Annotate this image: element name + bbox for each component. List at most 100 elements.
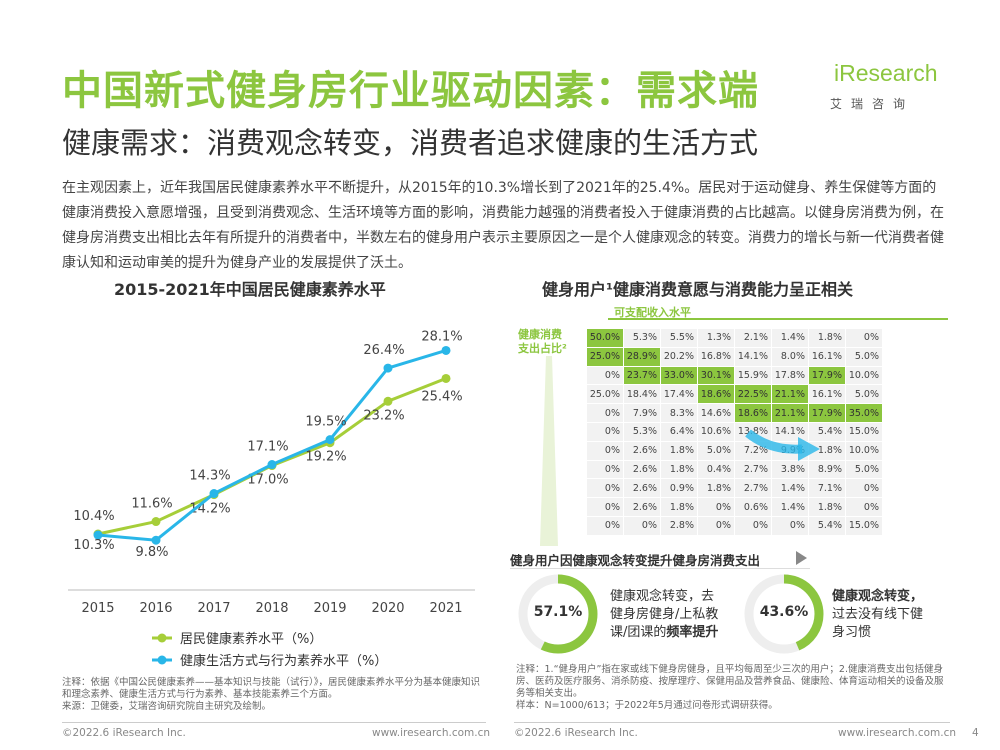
- left-copyright: ©2022.6 iResearch Inc.: [62, 727, 186, 739]
- matrix-y-label-line-1: 健康消费: [518, 328, 562, 341]
- x-axis-line: [608, 318, 948, 320]
- right-note-1: 注释：1.“健身用户”指在家或线下健身房健身，且平均每周至少三次的用户；2.健康…: [516, 664, 944, 699]
- matrix-cell: 0%: [772, 516, 808, 535]
- logo-brand: iResearch: [834, 60, 938, 86]
- matrix-cell: 10.0%: [846, 366, 882, 385]
- matrix-cell: 1.8%: [809, 441, 845, 460]
- matrix-cell: 5.0%: [846, 385, 882, 404]
- matrix-cell: 1.8%: [809, 498, 845, 516]
- matrix-cell: 0%: [587, 366, 623, 385]
- matrix-row: 50.0% 5.3% 5.5% 1.3% 2.1% 1.4% 1.8% 0%: [587, 329, 882, 347]
- donut-2-text-bold: 健康观念转变，: [832, 589, 924, 604]
- matrix-cell: 16.8%: [698, 347, 734, 366]
- matrix-cell: 0%: [698, 516, 734, 535]
- matrix-cell: 5.0%: [698, 441, 734, 460]
- matrix-cell: 1.4%: [772, 479, 808, 498]
- matrix-row: 0% 7.9% 8.3% 14.6% 18.6% 21.1% 17.9% 35.0%: [587, 404, 882, 422]
- right-chart-title: 健身用户¹健康消费意愿与消费能力呈正相关: [542, 280, 854, 299]
- data-label: 10.3%: [73, 538, 114, 553]
- data-label: 17.0%: [247, 473, 288, 488]
- matrix-cell: 0%: [587, 498, 623, 516]
- x-tick-label: 2017: [197, 601, 230, 616]
- matrix-cell: 5.4%: [809, 422, 845, 441]
- data-label: 19.2%: [305, 450, 346, 465]
- matrix-cell: 0.9%: [661, 479, 697, 498]
- matrix-cell: 16.1%: [809, 347, 845, 366]
- sub-section-title: 健身用户因健康观念转变提升健身房消费支出: [510, 553, 761, 568]
- matrix-cell: 17.9%: [809, 404, 845, 422]
- matrix-cell: 28.9%: [624, 347, 660, 366]
- legend-marker-0: [157, 633, 167, 643]
- matrix-cell: 22.5%: [735, 385, 771, 404]
- matrix-cell: 30.1%: [698, 366, 734, 385]
- series-1-point: [441, 345, 451, 355]
- matrix-cell: 5.3%: [624, 422, 660, 441]
- trend-arrow: [745, 429, 820, 461]
- donut-2-text-3: 身习惯: [832, 625, 872, 640]
- matrix-cell: 1.8%: [661, 498, 697, 516]
- left-chart-title: 2015-2021年中国居民健康素养水平: [114, 280, 386, 299]
- right-copyright: ©2022.6 iResearch Inc.: [514, 727, 638, 739]
- matrix-row: 0% 23.7% 33.0% 30.1% 15.9% 17.8% 17.9% 10.0%: [587, 366, 882, 385]
- series-0-point: [383, 396, 393, 406]
- matrix-cell: 1.8%: [809, 329, 845, 347]
- x-tick-label: 2016: [139, 601, 172, 616]
- x-tick-label: 2021: [429, 601, 462, 616]
- matrix-y-label-line-2: 支出占比²: [518, 342, 567, 355]
- logo-cn: 艾瑞咨询: [830, 97, 915, 111]
- matrix-cell: 1.3%: [698, 329, 734, 347]
- left-url[interactable]: www.iresearch.com.cn: [372, 727, 491, 739]
- matrix-cell: 15.9%: [735, 366, 771, 385]
- right-url[interactable]: www.iresearch.com.cn: [838, 727, 957, 739]
- matrix-cell: 5.0%: [846, 347, 882, 366]
- matrix-cell: 17.9%: [809, 366, 845, 385]
- matrix-cell: 2.1%: [735, 329, 771, 347]
- page-subtitle: 健康需求：消费观念转变，消费者追求健康的生活方式: [62, 126, 759, 160]
- matrix-cell: 23.7%: [624, 366, 660, 385]
- matrix-cell: 10.0%: [846, 441, 882, 460]
- left-note: 注释：依据《中国公民健康素养——基本知识与技能（试行）》，居民健康素养水平分为基…: [62, 677, 481, 700]
- matrix-cell: 50.0%: [587, 329, 623, 347]
- matrix-cell: 2.6%: [624, 498, 660, 516]
- donut-arc-1: [518, 574, 598, 654]
- x-tick-label: 2019: [313, 601, 346, 616]
- series-1-point: [209, 489, 219, 499]
- series-0-point: [151, 517, 161, 527]
- matrix-cell: 16.1%: [809, 385, 845, 404]
- donut-43: [744, 574, 824, 654]
- x-tick-label: 2018: [255, 601, 288, 616]
- intro-paragraph: 在主观因素上，近年我国居民健康素养水平不断提升，从2015年的10.3%增长到了…: [62, 180, 944, 271]
- series-1-point: [93, 530, 103, 540]
- line-chart: 2015 2016 2017 2018 2019 2020 2021 10.4% 11.6% 14…: [68, 329, 475, 669]
- legend-label-0: 居民健康素养水平（%）: [180, 631, 322, 647]
- matrix-cell: 2.7%: [735, 479, 771, 498]
- matrix-cell: 17.4%: [661, 385, 697, 404]
- data-label: 28.1%: [421, 329, 462, 344]
- matrix-cell: 8.3%: [661, 404, 697, 422]
- donut-57: [518, 574, 598, 654]
- matrix-cell: 5.4%: [809, 516, 845, 535]
- data-label: 26.4%: [363, 343, 404, 358]
- legend-marker-1: [157, 655, 167, 665]
- matrix-cell: 0.4%: [698, 460, 734, 479]
- matrix-cell: 0%: [587, 479, 623, 498]
- matrix-cell: 2.6%: [624, 441, 660, 460]
- matrix-cell: 0%: [587, 441, 623, 460]
- matrix-cell: 8.0%: [772, 347, 808, 366]
- series-0-point: [441, 373, 451, 383]
- matrix-cell: 2.7%: [735, 460, 771, 479]
- matrix-cell: 0%: [587, 404, 623, 422]
- iresearch-logo: iResearch 艾瑞咨询: [828, 60, 948, 112]
- matrix-cell: 35.0%: [846, 404, 882, 422]
- data-label: 14.3%: [189, 469, 230, 484]
- matrix-cell: 1.8%: [661, 441, 697, 460]
- page-number: 4: [972, 727, 979, 739]
- matrix-cell: 8.9%: [809, 460, 845, 479]
- matrix-cell: 14.1%: [772, 422, 808, 441]
- matrix-cell: 1.4%: [772, 498, 808, 516]
- series-1-point: [151, 535, 161, 545]
- matrix-cell: 7.9%: [624, 404, 660, 422]
- data-label: 10.4%: [73, 509, 114, 524]
- donut-1-text-3: 课/团课的: [610, 625, 667, 640]
- matrix-cell: 0%: [846, 498, 882, 516]
